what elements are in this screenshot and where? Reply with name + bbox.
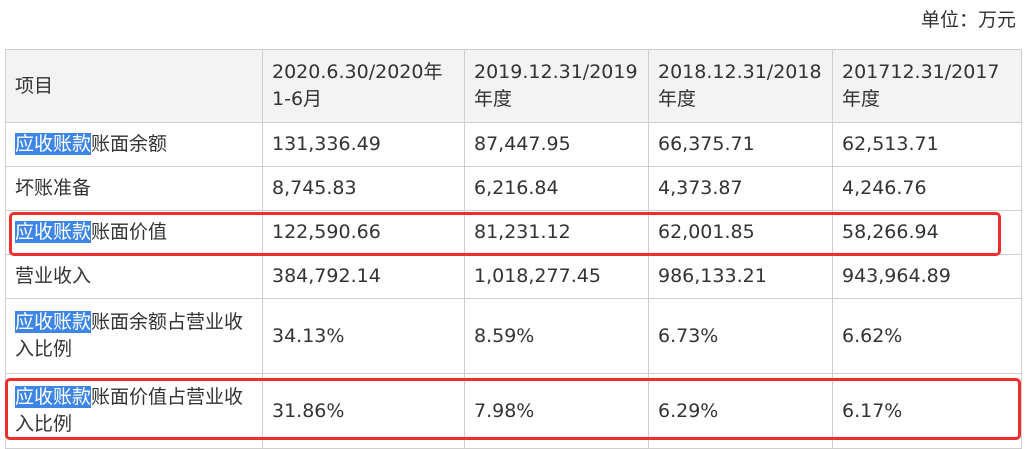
highlighted-term: 应收账款 <box>15 133 92 155</box>
cell-value: 6.17% <box>832 373 1022 449</box>
row-label: 应收账款账面余额 <box>5 122 263 167</box>
row-label: 营业收入 <box>5 254 263 299</box>
cell-value: 6,216.84 <box>464 166 649 211</box>
row-label: 坏账准备 <box>5 166 263 211</box>
cell-value: 62,513.71 <box>832 122 1022 167</box>
table-row: 应收账款账面价值占营业收入比例 31.86% 7.98% 6.29% 6.17% <box>5 373 1022 449</box>
highlighted-term: 应收账款 <box>15 311 92 333</box>
table-row: 营业收入 384,792.14 1,018,277.45 986,133.21 … <box>5 254 1022 299</box>
header-2019: 2019.12.31/2019 年度 <box>464 49 649 123</box>
cell-value: 87,447.95 <box>464 122 649 167</box>
header-item: 项目 <box>5 49 263 123</box>
row-label: 应收账款账面价值占营业收入比例 <box>5 373 263 449</box>
table-header-row: 项目 2020.6.30/2020年 1-6月 2019.12.31/2019 … <box>5 49 1022 123</box>
row-label: 应收账款账面价值 <box>5 210 263 255</box>
cell-value: 8.59% <box>464 298 649 374</box>
highlighted-term: 应收账款 <box>15 386 92 408</box>
cell-value: 62,001.85 <box>648 210 833 255</box>
table-row: 坏账准备 8,745.83 6,216.84 4,373.87 4,246.76 <box>5 166 1022 211</box>
table-row: 应收账款账面余额 131,336.49 87,447.95 66,375.71 … <box>5 122 1022 167</box>
header-2018: 2018.12.31/2018 年度 <box>648 49 833 123</box>
cell-value: 31.86% <box>262 373 465 449</box>
row-label: 应收账款账面余额占营业收入比例 <box>5 298 263 374</box>
cell-value: 384,792.14 <box>262 254 465 299</box>
cell-value: 7.98% <box>464 373 649 449</box>
cell-value: 58,266.94 <box>832 210 1022 255</box>
cell-value: 34.13% <box>262 298 465 374</box>
header-2020h1: 2020.6.30/2020年 1-6月 <box>262 49 465 123</box>
cell-value: 8,745.83 <box>262 166 465 211</box>
cell-value: 6.62% <box>832 298 1022 374</box>
cell-value: 122,590.66 <box>262 210 465 255</box>
cell-value: 4,246.76 <box>832 166 1022 211</box>
cell-value: 1,018,277.45 <box>464 254 649 299</box>
highlighted-term: 应收账款 <box>15 221 92 243</box>
cell-value: 943,964.89 <box>832 254 1022 299</box>
cell-value: 131,336.49 <box>262 122 465 167</box>
cell-value: 6.29% <box>648 373 833 449</box>
cell-value: 6.73% <box>648 298 833 374</box>
cell-value: 4,373.87 <box>648 166 833 211</box>
unit-label: 单位：万元 <box>920 9 1016 31</box>
header-2017: 201712.31/2017 年度 <box>832 49 1022 123</box>
cell-value: 986,133.21 <box>648 254 833 299</box>
cell-value: 66,375.71 <box>648 122 833 167</box>
cell-value: 81,231.12 <box>464 210 649 255</box>
table-row: 应收账款账面价值 122,590.66 81,231.12 62,001.85 … <box>5 210 1022 255</box>
financial-table: 项目 2020.6.30/2020年 1-6月 2019.12.31/2019 … <box>5 49 1022 449</box>
table-row: 应收账款账面余额占营业收入比例 34.13% 8.59% 6.73% 6.62% <box>5 298 1022 374</box>
